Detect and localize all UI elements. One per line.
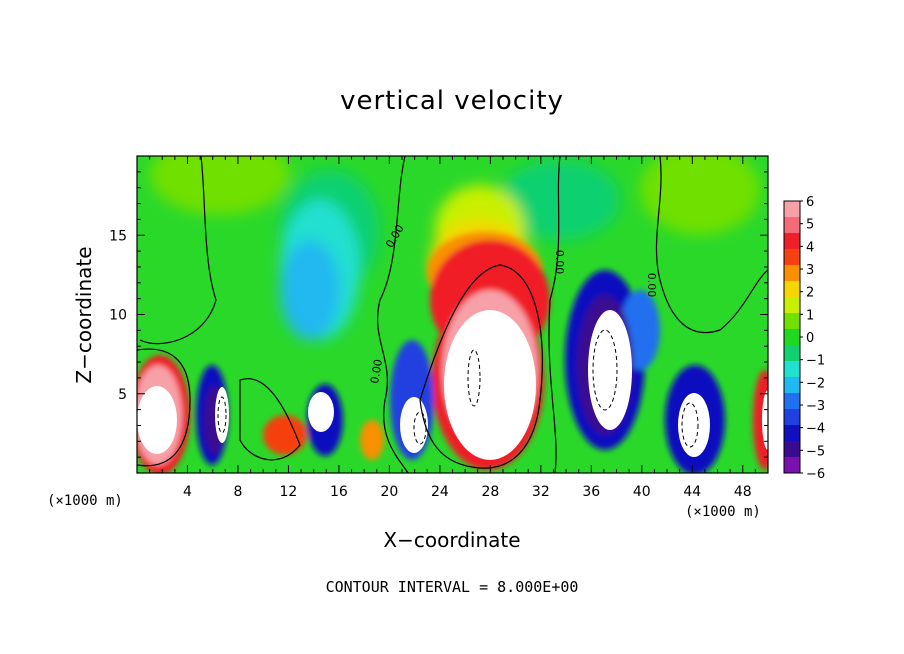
contour-lines xyxy=(137,156,768,473)
x-tick-label: 40 xyxy=(633,484,651,500)
x-tick-label: 24 xyxy=(431,484,449,500)
colorbar-swatch xyxy=(784,393,800,410)
colorbar-label: −6 xyxy=(806,467,825,482)
field-blob xyxy=(360,420,384,460)
colorbar-label: 3 xyxy=(806,263,814,278)
contour-line xyxy=(137,348,191,467)
colorbar-label: −5 xyxy=(806,444,825,459)
contour-line xyxy=(376,156,409,473)
y-tick-label: 15 xyxy=(109,228,127,244)
colorbar-swatch xyxy=(784,249,800,266)
x-axis: 4 8 12 16 20 24 28 32 36 40 44 48 xyxy=(149,156,756,500)
contour-line xyxy=(239,378,301,461)
y-tick-label: 5 xyxy=(118,387,127,403)
contour-line xyxy=(139,156,217,345)
chart-title: vertical velocity xyxy=(340,86,564,116)
x-tick-label: 36 xyxy=(582,484,600,500)
colorbar: 6 5 4 3 2 1 0 −1 −2 −3 −4 −5 −6 xyxy=(783,195,825,482)
contour-line xyxy=(655,156,768,334)
colorbar-swatch xyxy=(784,409,800,426)
heatmap-field xyxy=(137,156,768,473)
field-core xyxy=(308,392,334,432)
field-blob xyxy=(150,156,290,215)
colorbar-label: −1 xyxy=(806,354,825,369)
contour-line-negative xyxy=(681,402,699,448)
x-tick-label: 4 xyxy=(183,484,192,500)
colorbar-swatch xyxy=(784,233,800,250)
contour-line-negative xyxy=(217,396,227,434)
contour-interval-note: CONTOUR INTERVAL = 8.000E+00 xyxy=(325,578,579,596)
x-tick-label: 16 xyxy=(330,484,348,500)
field-blob xyxy=(500,160,620,240)
colorbar-label: −4 xyxy=(806,422,825,437)
colorbar-label: 5 xyxy=(806,218,814,233)
colorbar-swatch xyxy=(784,377,800,394)
x-tick-label: 20 xyxy=(380,484,398,500)
contour-label: 0.00 xyxy=(645,273,658,298)
colorbar-swatch xyxy=(784,201,800,218)
x-tick-label: 12 xyxy=(280,484,298,500)
contour-label: 0.00 xyxy=(553,250,566,275)
colorbar-label: 2 xyxy=(806,286,814,301)
x-tick-label: 32 xyxy=(532,484,550,500)
colorbar-swatch xyxy=(784,297,800,314)
contour-line-negative xyxy=(467,349,481,407)
field-blob xyxy=(753,370,768,470)
colorbar-swatch xyxy=(784,441,800,458)
field-core xyxy=(762,390,768,450)
colorbar-label: 4 xyxy=(806,240,814,255)
x-tick-label: 44 xyxy=(683,484,701,500)
field-core xyxy=(215,387,229,443)
colorbar-label: 1 xyxy=(806,308,814,323)
x-tick-label: 8 xyxy=(233,484,242,500)
colorbar-swatch xyxy=(784,329,800,346)
y-axis: 5 10 15 xyxy=(109,171,768,458)
y-tick-label: 10 xyxy=(109,308,127,324)
colorbar-swatch xyxy=(784,345,800,362)
field-blob xyxy=(263,415,307,455)
colorbar-label: −2 xyxy=(806,376,825,391)
colorbar-swatch xyxy=(784,425,800,442)
x-unit-left: (×1000 m) xyxy=(47,493,123,509)
field-core xyxy=(588,310,632,430)
contour-line-negative xyxy=(413,411,427,445)
field-core xyxy=(444,310,536,460)
colorbar-swatch xyxy=(784,265,800,282)
y-axis-label: Z−coordinate xyxy=(72,246,96,383)
colorbar-swatch xyxy=(784,457,800,474)
contour-label: 0.00 xyxy=(368,358,385,384)
x-tick-label: 48 xyxy=(734,484,752,500)
field-core xyxy=(678,393,710,457)
contour-line-negative xyxy=(592,329,618,411)
colorbar-swatch xyxy=(784,217,800,234)
field-core xyxy=(137,386,177,454)
x-tick-label: 28 xyxy=(481,484,499,500)
colorbar-swatch xyxy=(784,281,800,298)
field-core xyxy=(400,397,428,453)
colorbar-label: 6 xyxy=(806,195,814,210)
field-blob xyxy=(640,156,760,235)
colorbar-swatch xyxy=(784,313,800,330)
colorbar-label: 0 xyxy=(806,331,814,346)
contour-line xyxy=(419,264,543,469)
colorbar-swatch xyxy=(784,361,800,378)
colorbar-label: −3 xyxy=(806,399,825,414)
field-blob xyxy=(280,240,340,340)
contour-line xyxy=(548,156,561,473)
x-axis-label: X−coordinate xyxy=(383,528,520,552)
x-unit-right: (×1000 m) xyxy=(685,504,761,520)
